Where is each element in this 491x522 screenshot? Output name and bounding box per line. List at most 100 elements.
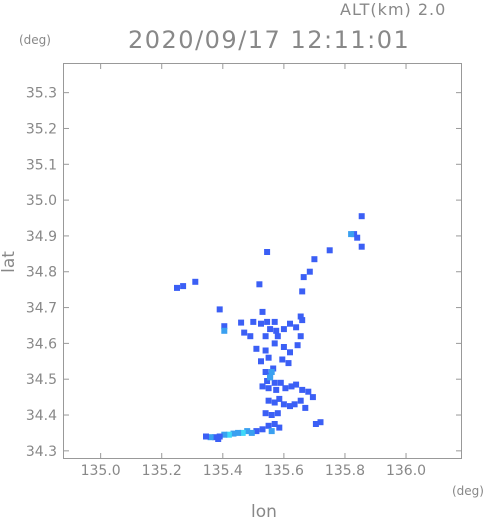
echo-cell bbox=[265, 354, 272, 361]
echo-cell bbox=[302, 404, 309, 411]
echo-cell bbox=[250, 318, 257, 325]
echo-cell bbox=[253, 428, 260, 435]
echo-cell bbox=[271, 421, 278, 427]
echo-cells bbox=[174, 213, 365, 442]
echo-cell bbox=[297, 397, 304, 404]
echo-cell bbox=[265, 422, 272, 429]
echo-cell bbox=[268, 369, 275, 375]
echo-cell bbox=[274, 410, 281, 417]
echo-cell bbox=[265, 397, 272, 404]
echo-cell bbox=[274, 333, 281, 340]
echo-cell bbox=[239, 429, 246, 436]
echo-cell bbox=[267, 374, 274, 381]
echo-cell bbox=[299, 317, 306, 324]
echo-cell bbox=[262, 333, 269, 340]
echo-cell bbox=[262, 347, 269, 354]
echo-cell bbox=[276, 424, 283, 431]
y-tick-label: 35.0 bbox=[26, 193, 57, 209]
echo-cell bbox=[271, 318, 278, 325]
echo-cell bbox=[280, 326, 287, 333]
echo-cell bbox=[317, 419, 324, 426]
echo-cell bbox=[248, 429, 255, 436]
echo-cell bbox=[265, 385, 272, 392]
y-tick-label: 34.7 bbox=[26, 301, 57, 317]
echo-cell bbox=[358, 243, 365, 250]
echo-cell bbox=[293, 381, 300, 388]
echo-cell bbox=[259, 383, 266, 390]
x-tick-label: 135.8 bbox=[325, 463, 365, 479]
y-tick-label: 35.3 bbox=[26, 86, 57, 102]
y-tick-label: 34.5 bbox=[26, 372, 57, 388]
x-tick-label: 135.2 bbox=[142, 463, 182, 479]
x-axis-ticks: 135.0 135.2 135.4 135.6 135.8 136.0 bbox=[81, 64, 426, 479]
y-axis-ticks: 35.3 35.2 35.1 35.0 34.9 34.8 34.7 34.6 34.5 34.4… bbox=[26, 86, 461, 460]
echo-cell bbox=[235, 429, 242, 436]
echo-cell bbox=[259, 308, 266, 315]
echo-cell bbox=[358, 213, 365, 220]
plot-frame bbox=[63, 63, 462, 459]
echo-cell bbox=[287, 349, 293, 356]
echo-cell bbox=[282, 385, 289, 392]
echo-cell bbox=[276, 395, 283, 402]
echo-cell bbox=[293, 324, 300, 331]
echo-cell bbox=[271, 399, 278, 406]
echo-cell bbox=[203, 433, 209, 440]
echo-cell bbox=[247, 333, 254, 340]
x-tick-label: 135.4 bbox=[203, 463, 243, 479]
echo-cell bbox=[225, 431, 232, 438]
y-axis-unit: (deg) bbox=[19, 33, 51, 47]
echo-cell bbox=[297, 313, 304, 320]
echo-cell bbox=[268, 428, 275, 435]
echo-cell bbox=[230, 430, 237, 437]
x-axis-unit: (deg) bbox=[452, 484, 484, 498]
x-tick-label: 136.0 bbox=[386, 463, 426, 479]
echo-cell bbox=[221, 327, 228, 334]
echo-cell bbox=[221, 431, 228, 438]
echo-cell bbox=[311, 256, 318, 263]
echo-cell bbox=[297, 333, 304, 340]
echo-cell bbox=[180, 283, 187, 290]
echo-cell bbox=[326, 247, 333, 254]
echo-cell bbox=[277, 379, 284, 386]
y-tick-label: 35.2 bbox=[26, 121, 57, 137]
echo-cell bbox=[271, 340, 278, 347]
y-tick-label: 34.8 bbox=[26, 265, 57, 281]
echo-cell bbox=[267, 326, 274, 333]
echo-cell bbox=[285, 360, 292, 367]
echo-cell bbox=[354, 234, 361, 241]
x-tick-label: 135.0 bbox=[81, 463, 121, 479]
y-tick-label: 34.4 bbox=[26, 408, 57, 424]
echo-cell bbox=[288, 383, 295, 390]
echo-cell bbox=[348, 231, 355, 238]
echo-cell bbox=[216, 306, 223, 313]
echo-cell bbox=[174, 284, 180, 291]
echo-cell bbox=[258, 358, 264, 365]
echo-cell bbox=[256, 281, 263, 288]
echo-cell bbox=[258, 320, 264, 327]
echo-cell bbox=[268, 412, 275, 418]
echo-cell bbox=[259, 426, 266, 433]
echo-cell bbox=[291, 401, 298, 408]
y-tick-label: 35.1 bbox=[26, 157, 57, 173]
y-tick-label: 34.3 bbox=[26, 444, 57, 460]
echo-cell bbox=[264, 318, 271, 325]
echo-cell bbox=[207, 434, 214, 441]
echo-cell bbox=[309, 394, 316, 401]
echo-cell bbox=[299, 288, 306, 295]
echo-cell bbox=[306, 268, 313, 275]
echo-cell bbox=[279, 356, 286, 363]
echo-cell bbox=[273, 327, 280, 334]
echo-cell bbox=[312, 421, 319, 427]
echo-cell bbox=[192, 278, 199, 285]
echo-cell bbox=[305, 388, 312, 395]
echo-cell bbox=[238, 319, 245, 326]
echo-cell bbox=[270, 365, 277, 372]
x-axis-label: lon bbox=[251, 502, 277, 522]
echo-cell bbox=[253, 345, 260, 352]
x-tick-label: 135.6 bbox=[264, 463, 304, 479]
timestamp-title: 2020/09/17 12:11:01 bbox=[128, 26, 411, 54]
echo-cell bbox=[299, 386, 306, 393]
echo-cell bbox=[280, 344, 287, 350]
echo-cell bbox=[221, 323, 228, 330]
echo-cell bbox=[280, 401, 287, 408]
